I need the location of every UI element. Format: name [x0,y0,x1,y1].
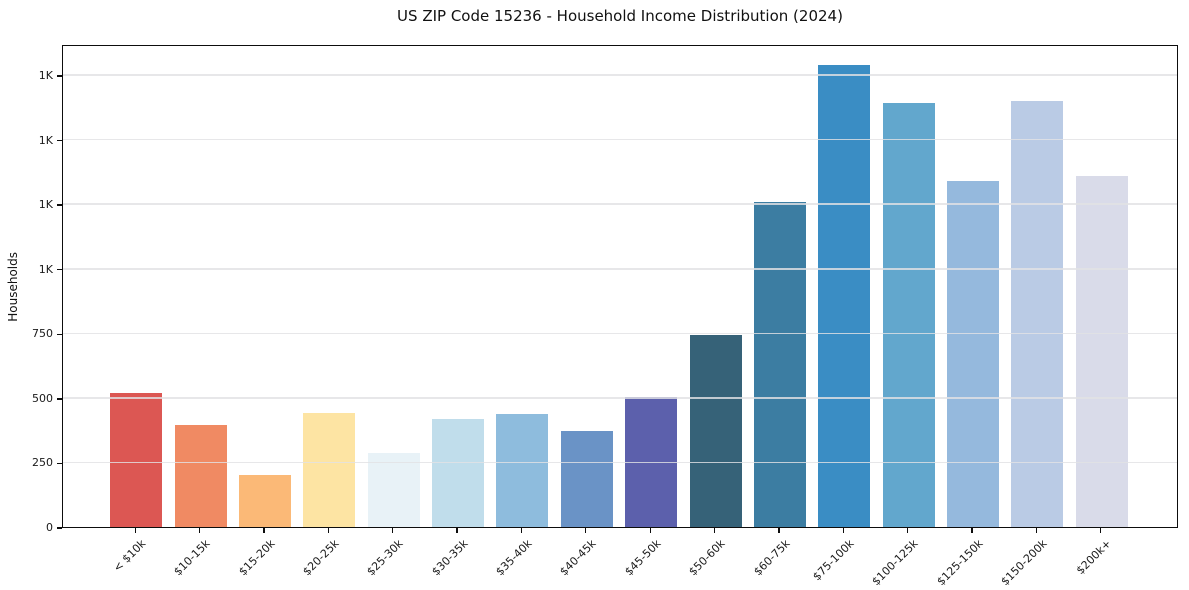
x-tick-label: $75-100k [810,537,857,584]
x-tick-label: $40-45k [557,537,600,579]
bar [560,431,613,527]
x-tick-mark [649,528,651,533]
x-tick-mark [198,528,201,533]
y-tick-label: 1K [38,68,53,82]
bar [947,180,1000,527]
y-tick-label: 1K [38,198,53,212]
bar [1075,175,1128,527]
x-tick-label: $25-30k [364,537,406,579]
y-tick-mark [57,333,62,335]
y-tick-mark [57,204,62,206]
y-tick-mark [57,139,62,142]
y-tick-mark [57,527,62,529]
x-tick-mark [1100,528,1102,533]
y-tick-mark [57,269,62,271]
x-tick-label: $10-15k [171,537,213,579]
y-tick-label: 0 [46,521,53,534]
x-tick-label: $200k+ [1073,537,1115,578]
plot-area [62,45,1178,528]
gridline [63,267,1177,270]
x-tick-label: $20-25k [300,537,342,579]
bar [238,475,291,527]
y-tick-mark [57,398,62,400]
bar [689,334,742,527]
y-tick-label: 500 [32,391,53,405]
bar [303,413,356,527]
x-tick-label: $15-20k [235,537,278,579]
x-tick-label: $60-75k [750,537,793,579]
gridline [63,138,1177,141]
x-tick-mark [520,528,523,533]
x-tick-label: $50-60k [686,537,728,579]
gridline [63,397,1177,399]
bar [753,201,806,527]
x-tick-label: $35-40k [493,537,535,579]
x-tick-mark [585,528,587,533]
gridline [63,203,1177,205]
x-tick-mark [1035,528,1038,533]
y-tick-label: 750 [32,327,53,341]
x-tick-mark [456,528,458,533]
bar [818,64,871,527]
bar [174,424,227,527]
y-tick-label: 1K [38,262,53,276]
gridline [63,461,1177,464]
x-tick-mark [263,528,265,533]
x-tick-label: $100-125k [869,537,921,589]
y-tick-mark [57,462,62,465]
bar [496,413,549,527]
bar [1011,100,1064,527]
gridline [63,332,1177,335]
x-tick-mark [971,528,973,533]
x-tick-mark [327,528,329,533]
x-tick-mark [842,528,844,533]
x-tick-mark [907,528,909,533]
gridline [63,74,1177,76]
chart-title: US ZIP Code 15236 - Household Income Dis… [397,7,843,25]
bar [367,453,420,527]
x-tick-label: $125-150k [934,537,986,589]
x-tick-mark [392,528,394,533]
bar [882,103,935,527]
bar [110,392,163,527]
y-tick-label: 250 [32,456,53,470]
x-tick-label: < $10k [110,537,149,575]
y-tick-label: 1K [38,133,53,147]
x-tick-mark [134,528,136,533]
x-tick-label: $30-35k [428,537,471,579]
y-tick-mark [57,75,62,77]
x-tick-mark [778,528,780,533]
x-tick-label: $45-50k [622,537,664,579]
x-tick-mark [713,528,716,533]
x-tick-label: $150-200k [998,537,1050,589]
bar [432,419,485,527]
